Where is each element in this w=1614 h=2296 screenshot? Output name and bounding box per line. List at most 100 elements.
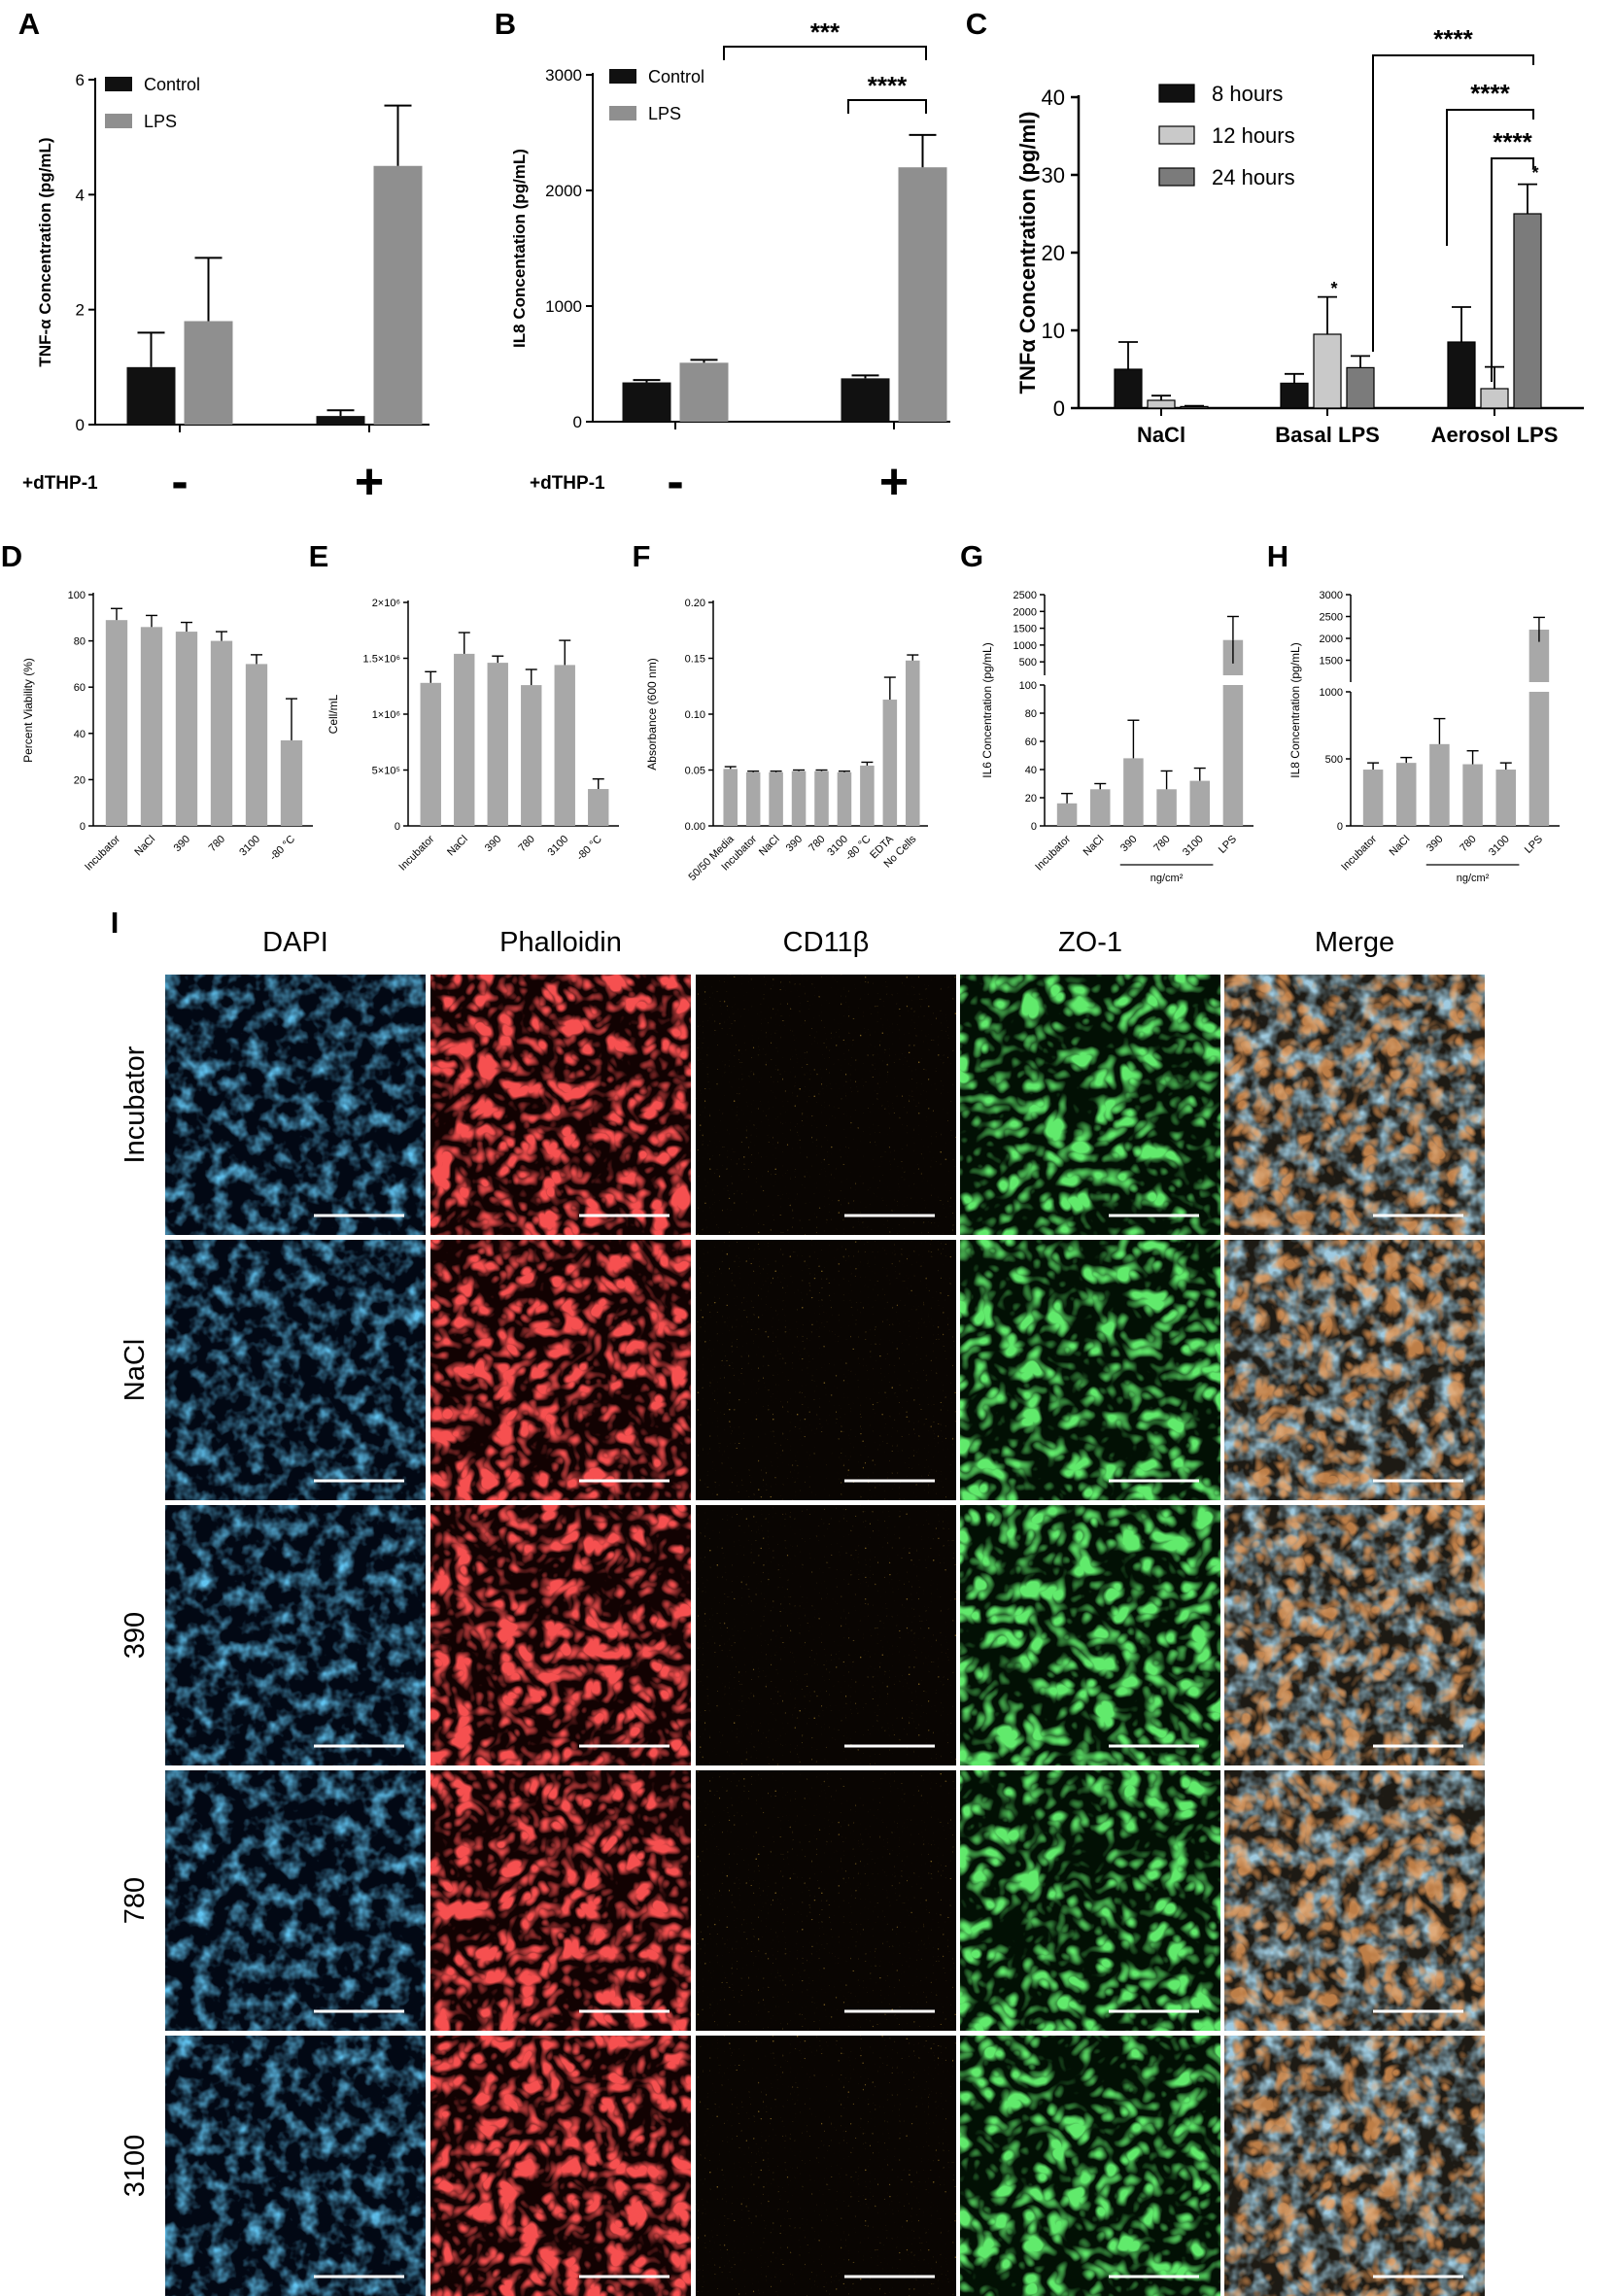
y-axis-label: IL8 Concentration (pg/mL) bbox=[1288, 642, 1302, 777]
bar-24-hours-0 bbox=[1180, 405, 1209, 409]
micrograph-tile bbox=[960, 1770, 1220, 2031]
legend-swatch bbox=[609, 106, 636, 120]
tile-texture bbox=[165, 1240, 426, 1500]
bar-3 bbox=[521, 685, 542, 826]
y-tick-label: 3000 bbox=[545, 66, 582, 85]
x-category-label: 3100 bbox=[546, 834, 571, 859]
y-tick-label: 0 bbox=[573, 413, 582, 431]
significance-star: * bbox=[1330, 279, 1337, 298]
y-tick-label: 0 bbox=[1053, 396, 1065, 421]
micrograph-tile bbox=[165, 2036, 426, 2296]
y-tick-label: 500 bbox=[1325, 754, 1343, 766]
y-tick-label: 1.5×10⁶ bbox=[363, 654, 400, 666]
significance-label: *** bbox=[810, 17, 841, 47]
bar-2 bbox=[175, 632, 198, 826]
bar-1 bbox=[1396, 763, 1417, 826]
y-tick-label: 80 bbox=[1025, 708, 1037, 720]
tile-texture bbox=[960, 1505, 1220, 1765]
significance-label: **** bbox=[1493, 127, 1532, 156]
bar-2 bbox=[769, 771, 783, 826]
column-header-1: Phalloidin bbox=[499, 927, 622, 958]
tile-texture bbox=[165, 1505, 426, 1765]
tile-texture-membrane bbox=[1224, 1770, 1485, 2031]
bar-5-lower bbox=[1222, 685, 1244, 826]
y-tick-label: 40 bbox=[1042, 86, 1065, 110]
chart-A: 0 2 4 6 TNF-α Concentration (pg/mL) Control LP… bbox=[22, 71, 429, 510]
micrograph-tile bbox=[696, 1505, 956, 1765]
y-tick-label: 2000 bbox=[1013, 606, 1037, 618]
x-category-label: Incubator bbox=[1033, 833, 1073, 873]
y-tick-label: 1×10⁶ bbox=[372, 709, 400, 721]
y-tick-label: 2500 bbox=[1013, 590, 1037, 601]
y-tick-label: 500 bbox=[1019, 657, 1037, 668]
panel-label-D: D bbox=[1, 539, 22, 573]
tile-texture bbox=[960, 1240, 1220, 1500]
panel-label-H: H bbox=[1267, 539, 1288, 573]
panel-label-G: G bbox=[960, 539, 983, 573]
x-category-label: NaCl bbox=[132, 834, 157, 859]
tile-texture bbox=[696, 1240, 956, 1500]
chart-G: 0 20 40 60 80 100 500 1000 1500 2000 2500 IL6 Conce… bbox=[980, 590, 1253, 884]
y-axis-label: Cell/mL bbox=[326, 694, 340, 734]
bar-8 bbox=[906, 660, 920, 826]
micrograph-tile bbox=[960, 1505, 1220, 1765]
x-category-label: NaCl bbox=[1082, 834, 1107, 859]
micrograph-tile bbox=[430, 2036, 691, 2296]
tile-texture bbox=[165, 1770, 426, 2031]
y-axis-label: TNFα Concentration (pg/ml) bbox=[1015, 112, 1040, 394]
tile-texture bbox=[960, 975, 1220, 1235]
x-category-label: NaCl bbox=[757, 834, 782, 859]
tile-texture-membrane bbox=[1224, 975, 1485, 1235]
x-category-label: 390 bbox=[1118, 834, 1139, 854]
y-tick-label: 0.10 bbox=[685, 709, 705, 721]
tile-texture bbox=[696, 1505, 956, 1765]
x-category-label: -80 °C bbox=[267, 834, 297, 864]
x-category-label: LPS bbox=[1523, 834, 1545, 856]
y-tick-label: 20 bbox=[1042, 241, 1065, 265]
x-category-label: 390 bbox=[172, 834, 192, 854]
y-tick-label: 0 bbox=[395, 821, 400, 833]
column-header-0: DAPI bbox=[262, 927, 328, 958]
bar-1 bbox=[1090, 789, 1111, 826]
bar-control-0 bbox=[622, 382, 671, 422]
tile-texture bbox=[960, 2036, 1220, 2296]
y-tick-label: 1500 bbox=[1320, 656, 1343, 668]
legend-label: 24 hours bbox=[1212, 165, 1295, 189]
y-tick-label: 10 bbox=[1042, 319, 1065, 343]
y-tick-label: 2 bbox=[76, 301, 85, 320]
micrograph-tile bbox=[960, 1240, 1220, 1500]
legend-swatch bbox=[105, 77, 132, 91]
y-tick-label: 80 bbox=[74, 636, 86, 648]
significance-bracket bbox=[1491, 157, 1534, 382]
micrograph-tile bbox=[430, 1240, 691, 1500]
y-tick-label: 40 bbox=[1025, 765, 1037, 776]
legend-swatch bbox=[609, 69, 636, 84]
y-tick-label: 60 bbox=[74, 682, 86, 694]
significance-label: **** bbox=[868, 71, 908, 100]
bar-5-lower bbox=[1528, 692, 1550, 826]
bar-8-hours-1 bbox=[1280, 382, 1309, 409]
group-label: ng/cm² bbox=[1457, 873, 1490, 884]
significance-star: * bbox=[1531, 163, 1538, 183]
bar-control-0 bbox=[126, 366, 176, 425]
row-label-dthp: +dTHP-1 bbox=[22, 473, 98, 494]
y-tick-label: 0.15 bbox=[685, 654, 705, 666]
tile-texture bbox=[696, 2036, 956, 2296]
y-tick-label: 2×10⁶ bbox=[372, 598, 400, 609]
group-sign: + bbox=[879, 454, 909, 510]
micrograph-tile bbox=[1224, 2036, 1485, 2296]
y-tick-label: 5×10⁵ bbox=[372, 766, 400, 777]
bar-5 bbox=[280, 739, 303, 826]
y-tick-label: 1500 bbox=[1013, 624, 1037, 635]
bar-12-hours-1 bbox=[1313, 333, 1342, 409]
x-category-label: 390 bbox=[483, 834, 503, 854]
bar-1 bbox=[454, 653, 475, 826]
y-tick-label: 1000 bbox=[1320, 687, 1343, 699]
group-sign: - bbox=[667, 454, 683, 510]
x-category-label: 780 bbox=[1458, 834, 1478, 854]
y-axis-label: IL8 Concentation (pg/mL) bbox=[510, 149, 529, 348]
tile-texture bbox=[430, 1240, 691, 1500]
bar-5 bbox=[837, 771, 852, 826]
